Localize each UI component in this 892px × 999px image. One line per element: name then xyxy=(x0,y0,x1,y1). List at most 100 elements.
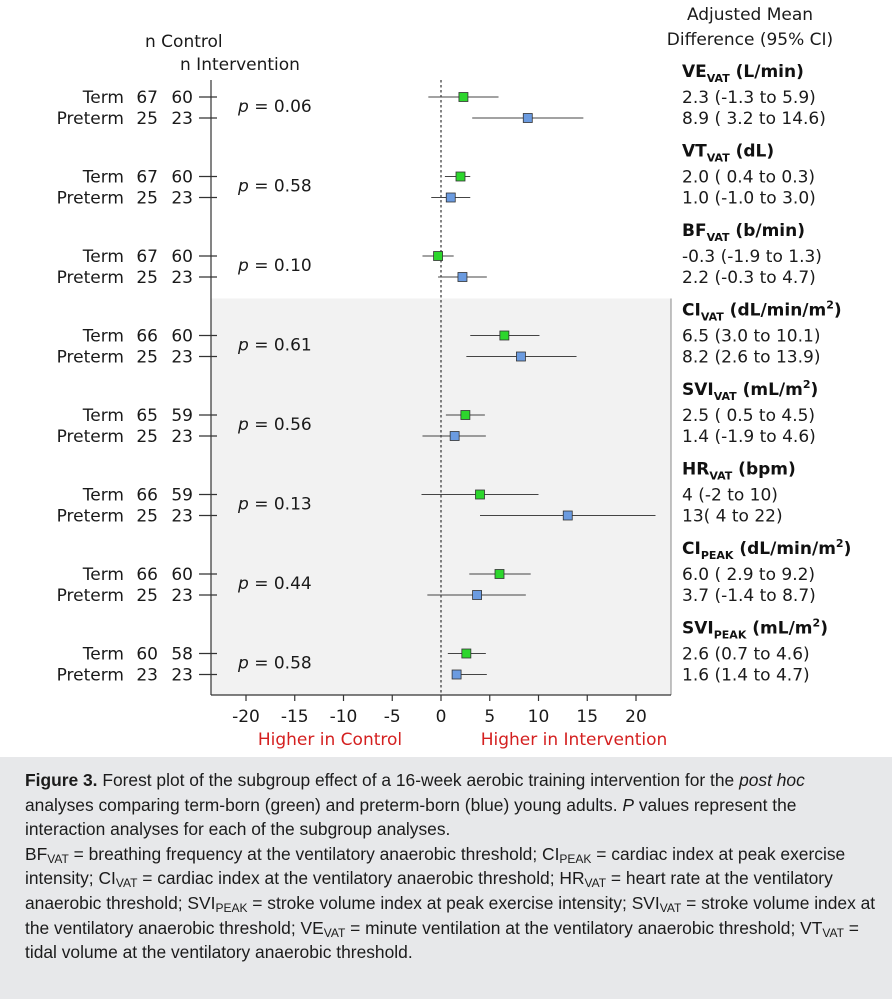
point-estimate xyxy=(461,648,472,659)
p-value: p = 0.58 xyxy=(237,177,312,197)
group-label: Preterm xyxy=(57,348,124,368)
n-control: 25 xyxy=(136,507,158,527)
outcome-unit-end: ) xyxy=(820,619,828,639)
p-symbol: p xyxy=(237,336,249,356)
outcome-unit: (bpm) xyxy=(732,460,796,480)
outcome-unit: (L/min) xyxy=(730,62,804,82)
right-header-line1: Adjusted Mean xyxy=(687,5,813,25)
point-estimate xyxy=(499,330,510,341)
point-estimate xyxy=(458,92,469,102)
x-tick-label: 5 xyxy=(484,707,495,727)
group-label: Term xyxy=(82,645,124,665)
n-intervention: 59 xyxy=(171,406,193,426)
outcome-title: BFVAT (b/min) xyxy=(682,221,805,244)
estimate-text: 2.5 ( 0.5 to 4.5) xyxy=(682,406,815,426)
p-symbol: p xyxy=(237,574,249,594)
outcome-unit: (mL/m xyxy=(737,380,803,400)
n-control: 66 xyxy=(136,565,158,585)
abbr-sub: PEAK xyxy=(559,851,592,866)
figure-label: Figure 3. xyxy=(25,770,98,790)
outcome-name: CI xyxy=(682,539,701,559)
caption-italic-p: P xyxy=(622,794,634,815)
outcome-name: VT xyxy=(682,142,707,162)
abbr-sub: VAT xyxy=(584,876,607,891)
outcome-name: BF xyxy=(682,221,707,241)
outcome-superscript: 2 xyxy=(836,537,844,550)
n-control: 25 xyxy=(136,268,158,288)
n-intervention: 23 xyxy=(171,348,193,368)
outcome-title: CIPEAK (dL/min/m2) xyxy=(682,537,851,562)
group-label: Preterm xyxy=(57,507,124,527)
n-intervention: 60 xyxy=(171,565,193,585)
x-tick-label: -20 xyxy=(232,707,260,727)
direction-left-label: Higher in Control xyxy=(258,730,402,750)
x-tick-label: 0 xyxy=(436,707,447,727)
n-control: 25 xyxy=(136,189,158,209)
p-symbol: p xyxy=(237,654,249,674)
n-control: 65 xyxy=(136,406,158,426)
n-intervention: 23 xyxy=(171,109,193,129)
outcome-unit: (dL/min/m xyxy=(724,301,826,321)
group-label: Term xyxy=(82,88,124,108)
outcome-unit-end: ) xyxy=(844,539,852,559)
group-label: Term xyxy=(82,168,124,188)
outcome-subscript: VAT xyxy=(707,152,730,165)
outcome-unit: (b/min) xyxy=(730,221,805,241)
p-value-text: = 0.06 xyxy=(249,97,312,117)
abbr-sub: PEAK xyxy=(215,900,248,915)
estimate-text: 1.0 (-1.0 to 3.0) xyxy=(682,189,816,209)
point-estimate xyxy=(472,590,482,600)
estimate-text: 4 (-2 to 10) xyxy=(682,486,778,506)
n-control: 60 xyxy=(136,645,158,665)
group-label: Preterm xyxy=(57,427,124,447)
n-intervention: 23 xyxy=(171,507,193,527)
p-value-text: = 0.10 xyxy=(249,256,312,276)
n-intervention: 23 xyxy=(171,268,193,288)
p-value: p = 0.61 xyxy=(237,336,312,356)
x-tick-label: 10 xyxy=(528,707,550,727)
n-intervention: 60 xyxy=(171,247,193,267)
n-intervention-header: n Intervention xyxy=(180,55,300,75)
p-symbol: p xyxy=(237,495,249,515)
estimate-text: -0.3 (-1.9 to 1.3) xyxy=(682,247,822,267)
x-tick-label: -5 xyxy=(384,707,401,727)
abbr-sub: VAT xyxy=(323,925,346,940)
group-label: Preterm xyxy=(57,586,124,606)
p-value: p = 0.56 xyxy=(237,415,312,435)
outcome-unit-end: ) xyxy=(834,301,842,321)
n-intervention: 23 xyxy=(171,666,193,686)
outcome-title: SVIPEAK (mL/m2) xyxy=(682,617,828,642)
outcome-name: VE xyxy=(682,62,707,82)
abbr-def: = breathing frequency at the ventilatory… xyxy=(68,843,560,864)
outcome-title: VEVAT (L/min) xyxy=(682,62,804,85)
n-intervention: 59 xyxy=(171,486,193,506)
point-estimate xyxy=(445,192,456,203)
n-control: 25 xyxy=(136,586,158,606)
abbr-def: = stroke volume index at peak exercise i… xyxy=(247,892,660,913)
p-symbol: p xyxy=(237,97,249,117)
estimate-text: 1.4 (-1.9 to 4.6) xyxy=(682,427,816,447)
n-control: 67 xyxy=(136,168,158,188)
estimate-text: 2.3 (-1.3 to 5.9) xyxy=(682,88,816,108)
outcome-subscript: PEAK xyxy=(714,629,747,642)
outcome-subscript: VAT xyxy=(709,470,732,483)
outcome-name: SVI xyxy=(682,619,714,639)
abbr-def: = cardiac index at the ventilatory anaer… xyxy=(137,868,585,889)
x-tick-label: 15 xyxy=(576,707,598,727)
x-tick-label: -10 xyxy=(330,707,358,727)
p-value: p = 0.58 xyxy=(237,654,312,674)
group-label: Preterm xyxy=(57,666,124,686)
p-symbol: p xyxy=(237,415,249,435)
estimate-text: 2.6 (0.7 to 4.6) xyxy=(682,645,810,665)
n-intervention: 23 xyxy=(171,189,193,209)
p-value: p = 0.06 xyxy=(237,97,312,117)
caption-paragraph-1: Figure 3. Forest plot of the subgroup ef… xyxy=(25,768,878,842)
outcome-subscript: VAT xyxy=(707,231,730,244)
outcome-title: HRVAT (bpm) xyxy=(682,460,796,483)
abbr-sub: VAT xyxy=(822,925,844,940)
outcome-title: SVIVAT (mL/m2) xyxy=(682,378,818,403)
group-label: Preterm xyxy=(57,189,124,209)
n-control: 67 xyxy=(136,88,158,108)
caption-text-3: values represent the interaction analyse… xyxy=(25,794,797,840)
abbr-def: = heart rate at the ventilatory anaerobi… xyxy=(25,868,833,913)
